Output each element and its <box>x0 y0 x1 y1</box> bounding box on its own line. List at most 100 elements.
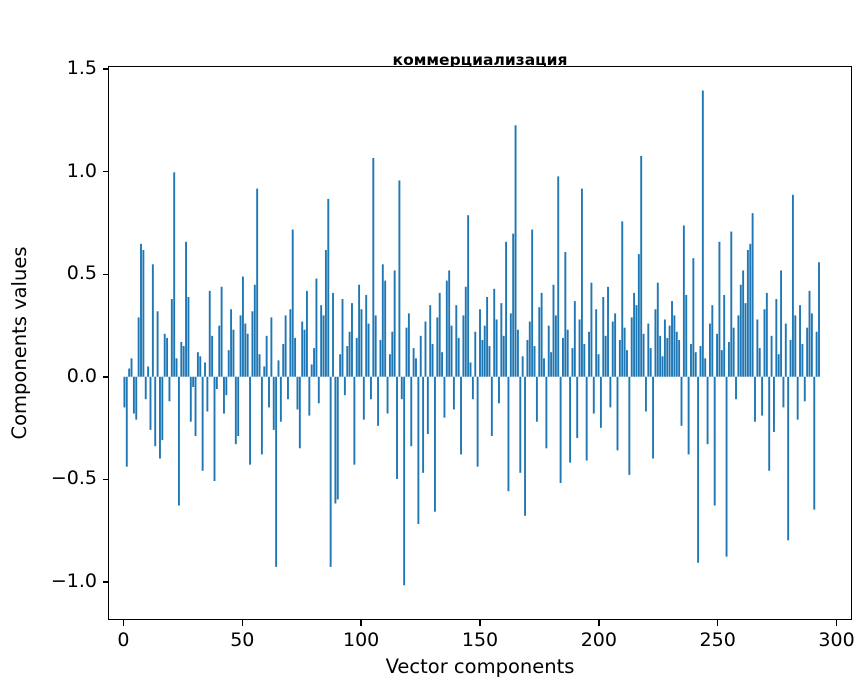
bar <box>680 376 683 426</box>
y-tick-label: −0.5 <box>50 467 97 490</box>
bar <box>566 329 569 377</box>
bar <box>528 321 531 377</box>
bar <box>690 344 692 377</box>
bar <box>713 376 716 506</box>
bar-group <box>123 90 820 586</box>
bar <box>391 331 394 377</box>
bar <box>626 350 628 377</box>
bar <box>787 376 790 541</box>
bar <box>602 296 605 377</box>
bar <box>526 339 529 377</box>
bar <box>327 198 330 377</box>
y-tick-mark <box>102 68 108 70</box>
bar <box>564 252 567 377</box>
bar <box>192 376 195 387</box>
x-tick-label: 300 <box>818 629 855 651</box>
bar <box>263 366 266 377</box>
bar <box>751 213 754 377</box>
bar <box>341 299 344 377</box>
bar <box>737 315 740 377</box>
bar <box>562 337 564 377</box>
bar <box>749 243 752 377</box>
bar <box>815 331 818 377</box>
bar <box>583 344 586 377</box>
bar <box>716 333 719 377</box>
bar <box>159 376 161 459</box>
bar <box>163 333 166 377</box>
bar <box>739 284 742 377</box>
bar <box>140 243 142 377</box>
bar <box>249 376 251 465</box>
y-tick-label: 0.5 <box>66 262 97 285</box>
bar <box>405 327 408 377</box>
bar <box>744 303 747 377</box>
bar <box>294 337 297 377</box>
bar <box>128 368 131 377</box>
bar <box>775 299 778 377</box>
bar <box>189 376 192 422</box>
bar <box>320 305 323 377</box>
bar <box>652 376 655 459</box>
x-tick-label: 0 <box>117 629 130 651</box>
bar <box>595 309 598 377</box>
bar <box>479 309 481 377</box>
bar <box>692 258 695 377</box>
bar <box>780 270 783 377</box>
bar <box>552 284 555 377</box>
bar <box>438 292 441 377</box>
bar <box>576 376 579 439</box>
bar <box>147 366 150 377</box>
bar <box>614 313 617 377</box>
bar <box>611 321 614 377</box>
bar <box>166 337 169 377</box>
bar <box>270 317 273 377</box>
bar <box>279 376 282 422</box>
y-tick-mark <box>102 581 108 583</box>
bar <box>130 358 133 377</box>
bar <box>436 317 439 377</box>
bar <box>452 376 455 410</box>
bar <box>386 376 389 414</box>
bar <box>393 270 396 377</box>
bar <box>673 315 676 377</box>
y-tick-mark <box>102 376 108 378</box>
bar <box>196 352 199 377</box>
bar <box>204 362 206 377</box>
bar <box>813 376 816 510</box>
bar <box>640 155 643 377</box>
bar <box>396 376 398 479</box>
bar <box>495 319 498 377</box>
bar <box>258 354 261 377</box>
bar <box>156 311 159 377</box>
bar <box>685 294 688 377</box>
bar <box>758 348 761 377</box>
bar <box>448 270 451 377</box>
bar <box>616 376 619 451</box>
bar <box>604 335 607 377</box>
bar <box>609 376 612 408</box>
y-tick-mark <box>102 273 108 275</box>
bar <box>460 376 462 455</box>
bar <box>464 286 467 377</box>
bar <box>362 376 365 420</box>
bar <box>794 315 797 377</box>
bar <box>637 254 640 377</box>
bar <box>272 376 275 430</box>
bar <box>486 296 489 377</box>
bar <box>682 225 685 377</box>
bar <box>232 329 235 377</box>
y-axis-label: Components values <box>8 246 31 440</box>
bar <box>493 288 496 377</box>
bar <box>132 376 135 414</box>
bar <box>709 323 711 377</box>
bar <box>623 327 626 377</box>
bar <box>370 376 372 400</box>
bar <box>237 376 240 437</box>
bar <box>633 292 636 377</box>
bar <box>735 376 737 400</box>
bar <box>509 313 512 377</box>
bar <box>644 376 647 412</box>
bar <box>241 276 244 377</box>
bar <box>810 313 813 377</box>
bar <box>422 376 425 473</box>
